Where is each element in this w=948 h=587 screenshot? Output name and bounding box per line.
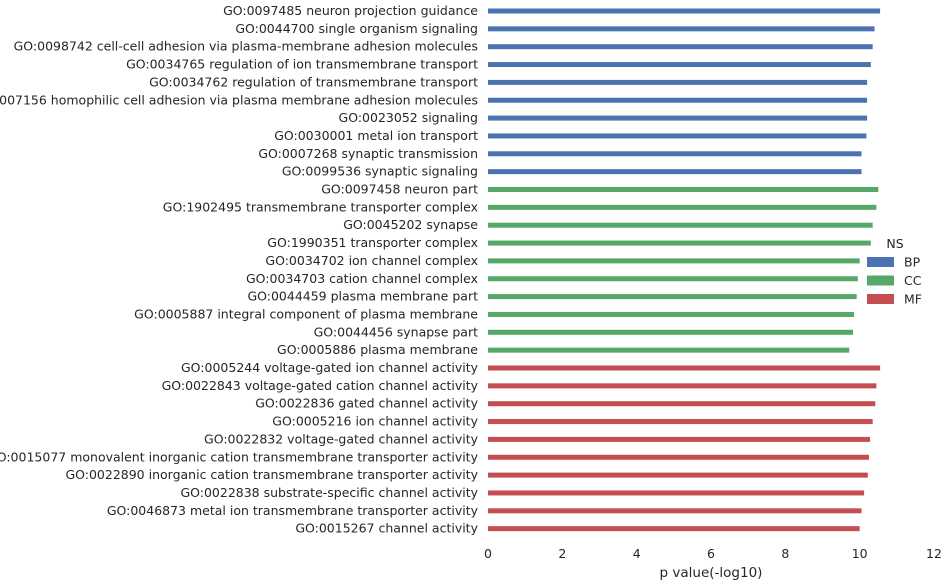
legend: NS BP CC MF	[867, 236, 922, 307]
legend-label-cc: CC	[904, 273, 922, 288]
legend-swatch-bp	[867, 257, 894, 267]
category-label: GO:1990351 transporter complex	[267, 235, 478, 250]
bar-bp	[488, 169, 862, 175]
category-label: GO:0005886 plasma membrane	[277, 342, 478, 357]
bar-bp	[488, 97, 868, 103]
category-label: GO:0007268 synaptic transmission	[258, 146, 478, 161]
category-label: GO:0034762 regulation of transmembrane t…	[149, 74, 478, 89]
bar-bp	[488, 79, 868, 85]
category-label: GO:0005216 ion channel activity	[272, 414, 478, 429]
category-label: GO:0022843 voltage-gated cation channel …	[162, 378, 479, 393]
category-label: GO:0034703 cation channel complex	[246, 271, 478, 286]
category-label: GO:0023052 signaling	[339, 110, 478, 125]
category-label: GO:0022832 voltage-gated channel activit…	[204, 431, 479, 446]
bar-cc	[488, 187, 879, 192]
bar-bp	[488, 115, 868, 121]
category-label: GO:0099536 synaptic signaling	[282, 164, 478, 179]
category-label: GO:0015267 channel activity	[295, 521, 478, 536]
legend-title: NS	[886, 236, 903, 251]
category-label: GO:0034702 ion channel complex	[265, 253, 478, 268]
x-tick-label: 0	[484, 546, 492, 561]
bar-bp	[488, 44, 873, 50]
bar-mf	[488, 436, 871, 442]
category-label: GO:0097485 neuron projection guidance	[223, 3, 478, 18]
x-tick-label: 6	[707, 546, 715, 561]
category-label: GO:0022836 gated channel activity	[255, 396, 478, 411]
x-tick-label: 2	[558, 546, 566, 561]
category-labels: GO:0097485 neuron projection guidance GO:…	[0, 3, 479, 536]
bar-cc	[488, 222, 873, 228]
category-label: GO:0015077 monovalent inorganic cation t…	[0, 449, 479, 464]
bar-mf	[488, 526, 860, 532]
category-label: GO:0022838 substrate-specific channel ac…	[180, 485, 478, 500]
bar-cc	[488, 204, 877, 210]
bar-bp	[488, 26, 875, 32]
bar-bp	[488, 151, 862, 157]
bar-mf	[488, 401, 876, 407]
category-label: GO:0030001 metal ion transport	[274, 128, 478, 143]
x-tick-label: 12	[926, 546, 942, 561]
bar-cc	[488, 329, 853, 335]
x-axis-ticks: 0 2 4 6 8 10 12	[484, 546, 942, 561]
bars-group	[488, 8, 881, 532]
legend-swatch-cc	[867, 275, 894, 286]
legend-swatch-mf	[867, 294, 894, 304]
bar-mf	[488, 419, 873, 425]
category-label: GO:0005244 voltage-gated ion channel act…	[181, 360, 479, 375]
category-label: GO:0098742 cell-cell adhesion via plasma…	[14, 39, 478, 54]
category-label: GO:1902495 transmembrane transporter com…	[163, 199, 478, 214]
bar-cc	[488, 258, 860, 264]
legend-label-bp: BP	[904, 255, 921, 270]
bar-bp	[488, 8, 881, 14]
bar-mf	[488, 508, 862, 514]
category-label: GO:0045202 synapse	[343, 217, 478, 232]
legend-label-mf: MF	[904, 292, 922, 307]
bar-cc	[488, 240, 871, 246]
category-label: GO:0044700 single organism signaling	[235, 21, 478, 36]
category-label: GO:0046873 metal ion transmembrane trans…	[107, 503, 479, 518]
category-label: GO:0007156 homophilic cell adhesion via …	[0, 92, 478, 107]
bar-cc	[488, 294, 857, 300]
bar-mf	[488, 365, 881, 371]
x-tick-label: 8	[781, 546, 789, 561]
bar-mf	[488, 490, 865, 496]
category-label: GO:0097458 neuron part	[321, 182, 478, 197]
bar-cc	[488, 347, 850, 353]
bar-cc	[488, 276, 858, 282]
bar-bp	[488, 133, 867, 139]
category-label: GO:0044459 plasma membrane part	[247, 289, 478, 304]
bar-mf	[488, 472, 868, 478]
x-tick-label: 4	[633, 546, 641, 561]
bar-mf	[488, 454, 869, 460]
category-label: GO:0034765 regulation of ion transmembra…	[126, 57, 478, 72]
category-label: GO:0005887 integral component of plasma …	[134, 306, 478, 321]
bar-mf	[488, 383, 877, 389]
x-axis-label: p value(-log10)	[660, 565, 763, 581]
x-tick-label: 10	[852, 546, 868, 561]
bar-bp	[488, 62, 871, 68]
bar-cc	[488, 311, 855, 317]
category-label: GO:0044456 synapse part	[314, 324, 478, 339]
category-label: GO:0022890 inorganic cation transmembran…	[65, 467, 478, 482]
